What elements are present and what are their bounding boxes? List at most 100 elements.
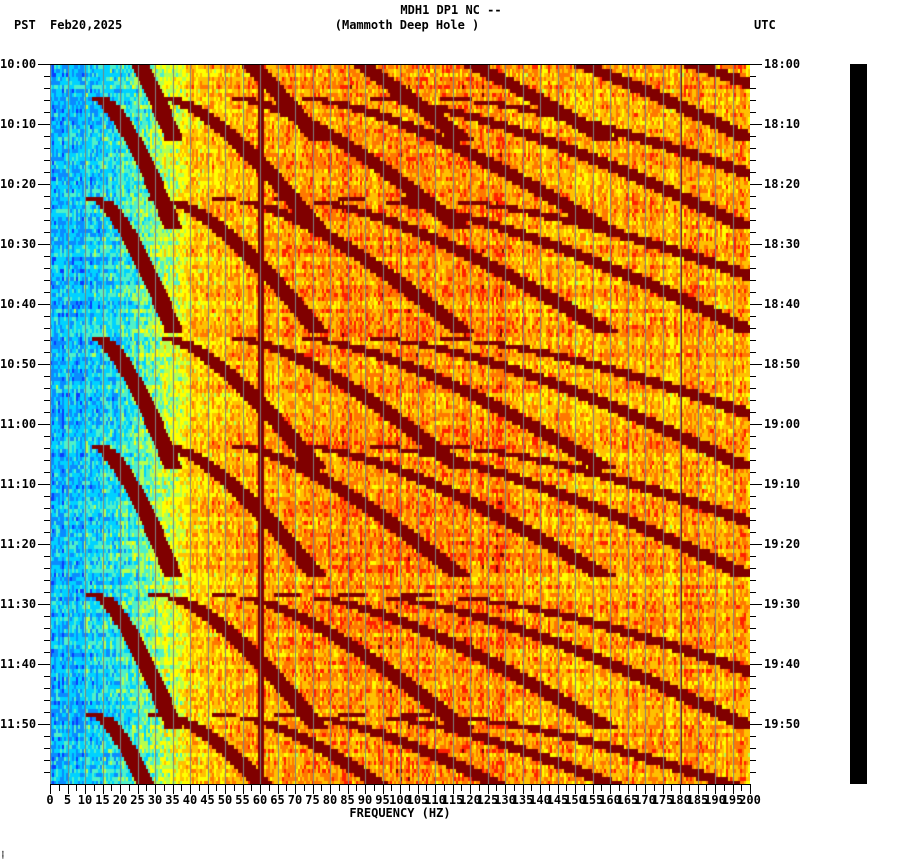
- x-tick: [636, 785, 637, 791]
- x-tick: [243, 785, 244, 794]
- y-tick-left: [44, 148, 50, 149]
- y-tick-left: [44, 136, 50, 137]
- y-tick-left: [44, 76, 50, 77]
- x-tick: [418, 785, 419, 794]
- x-tick-label: 120: [459, 793, 481, 807]
- y-tick-right: [750, 316, 756, 317]
- y-tick-label-pst: 11:40: [0, 657, 37, 671]
- y-tick-right: [750, 700, 756, 701]
- y-tick-right: [750, 232, 756, 233]
- y-tick-left: [44, 700, 50, 701]
- y-tick-right: [750, 148, 756, 149]
- x-tick: [339, 785, 340, 791]
- y-tick-right: [750, 412, 756, 413]
- y-tick-right: [750, 220, 756, 221]
- x-tick: [146, 785, 147, 791]
- y-tick-left: [44, 736, 50, 737]
- y-tick-left: [44, 256, 50, 257]
- x-tick: [698, 785, 699, 794]
- y-tick-right: [750, 388, 756, 389]
- y-tick-left: [38, 184, 50, 185]
- x-tick-label: 165: [616, 793, 639, 807]
- x-tick: [426, 785, 427, 791]
- y-tick-right: [750, 568, 756, 569]
- x-tick: [628, 785, 629, 794]
- y-tick-left: [44, 628, 50, 629]
- x-tick: [671, 785, 672, 791]
- x-tick: [190, 785, 191, 794]
- y-tick-left: [44, 268, 50, 269]
- x-tick-label: 115: [441, 793, 464, 807]
- y-tick-right: [750, 160, 756, 161]
- y-tick-left: [44, 688, 50, 689]
- x-tick: [409, 785, 410, 791]
- y-tick-right: [750, 280, 756, 281]
- x-tick: [59, 785, 60, 791]
- y-tick-label-pst: 10:20: [0, 177, 37, 191]
- x-tick-label: 155: [581, 793, 604, 807]
- y-tick-label-pst: 10:30: [0, 237, 37, 251]
- y-tick-left: [38, 724, 50, 725]
- y-tick-left: [38, 604, 50, 605]
- y-tick-left: [38, 64, 50, 65]
- y-tick-left: [44, 568, 50, 569]
- x-tick: [85, 785, 86, 794]
- x-tick-label: 50: [217, 793, 233, 807]
- y-tick-left: [38, 484, 50, 485]
- x-tick-label: 145: [546, 793, 569, 807]
- y-tick-right: [750, 460, 756, 461]
- y-tick-left: [44, 208, 50, 209]
- x-tick-label: 130: [494, 793, 516, 807]
- y-tick-label-pst: 10:10: [0, 117, 37, 131]
- x-tick: [496, 785, 497, 791]
- x-tick: [601, 785, 602, 791]
- x-tick-label: 75: [305, 793, 320, 807]
- y-tick-right: [750, 352, 756, 353]
- y-tick-label-utc: 18:20: [764, 177, 801, 191]
- x-tick-label: 190: [704, 793, 726, 807]
- x-tick: [435, 785, 436, 794]
- y-tick-right: [750, 652, 756, 653]
- x-tick: [260, 785, 261, 794]
- chart-title-site: (Mammoth Deep Hole ): [334, 18, 480, 32]
- x-tick: [348, 785, 349, 794]
- x-tick: [470, 785, 471, 794]
- y-tick-label-pst: 11:10: [0, 477, 37, 491]
- x-tick: [269, 785, 270, 791]
- x-tick-label: 175: [651, 793, 674, 807]
- y-tick-right: [750, 268, 756, 269]
- x-tick: [741, 785, 742, 791]
- x-tick-label: 170: [634, 793, 656, 807]
- x-tick-label: 105: [406, 793, 429, 807]
- y-tick-label-utc: 19:40: [764, 657, 801, 671]
- y-tick-label-pst: 11:00: [0, 417, 37, 431]
- x-tick: [234, 785, 235, 791]
- x-tick-label: 40: [182, 793, 198, 807]
- x-tick: [216, 785, 217, 791]
- y-tick-right: [750, 400, 756, 401]
- footer-mark: ⸽: [2, 851, 4, 859]
- y-tick-left: [44, 376, 50, 377]
- y-tick-left: [44, 592, 50, 593]
- x-tick-label: 185: [686, 793, 709, 807]
- x-tick-label: 65: [270, 793, 285, 807]
- y-tick-left: [44, 640, 50, 641]
- y-tick-label-utc: 18:00: [764, 57, 801, 71]
- x-tick: [479, 785, 480, 791]
- y-tick-right: [750, 508, 756, 509]
- y-tick-right: [750, 520, 756, 521]
- y-tick-left: [44, 772, 50, 773]
- x-tick: [444, 785, 445, 791]
- y-tick-label-pst: 11:50: [0, 717, 37, 731]
- x-tick-label: 20: [112, 793, 128, 807]
- y-tick-right: [750, 472, 756, 473]
- x-tick: [400, 785, 401, 794]
- y-tick-right: [750, 556, 756, 557]
- x-tick: [374, 785, 375, 791]
- y-tick-label-pst: 10:40: [0, 297, 37, 311]
- x-tick: [155, 785, 156, 794]
- x-tick: [50, 785, 51, 794]
- y-tick-right: [750, 724, 762, 725]
- x-tick-label: 140: [529, 793, 551, 807]
- y-tick-right: [750, 604, 762, 605]
